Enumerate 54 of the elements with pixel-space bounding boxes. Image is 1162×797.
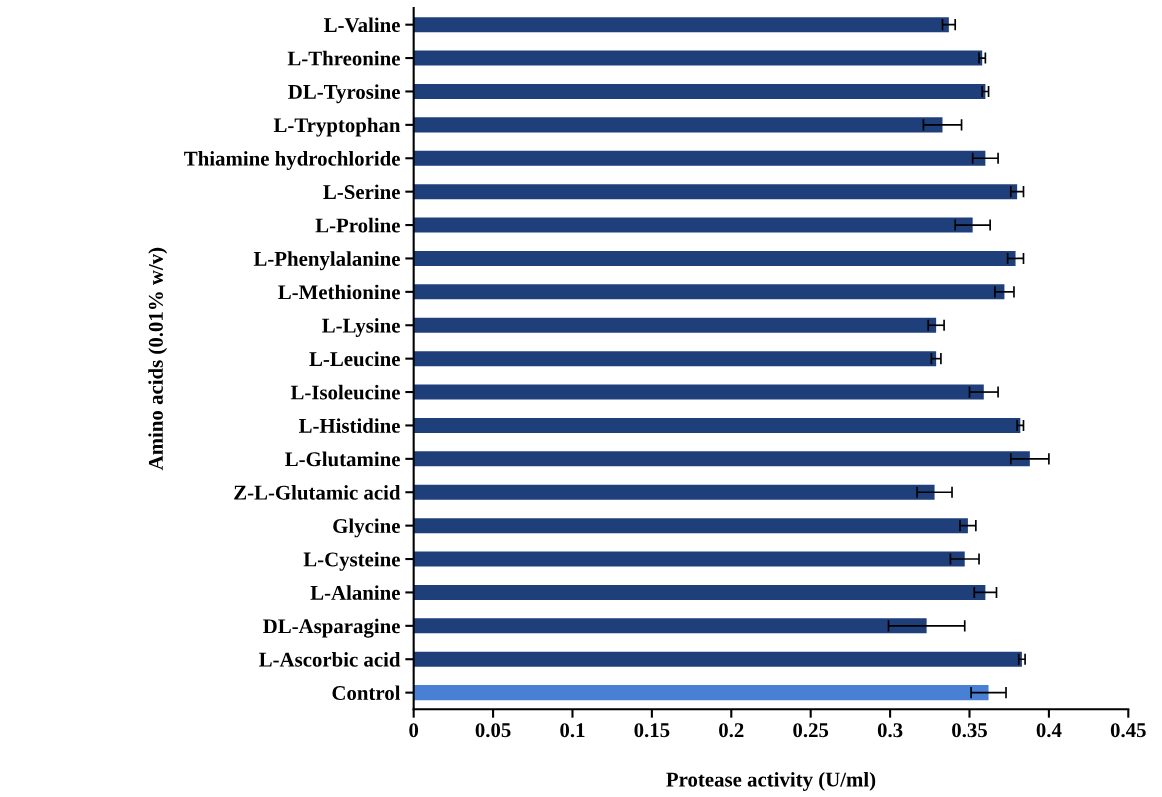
bar bbox=[413, 83, 986, 99]
y-tick-label: DL-Tyrosine bbox=[288, 84, 400, 104]
x-tick-label: 0.1 bbox=[560, 723, 585, 738]
x-tick-label: 0.3 bbox=[877, 723, 903, 738]
x-tick-label: 0.35 bbox=[952, 723, 987, 738]
bar bbox=[413, 451, 1030, 467]
y-tick-label: L-Valine bbox=[324, 17, 400, 33]
y-tick-label: Z-L-Glutamic acid bbox=[234, 485, 401, 500]
bar bbox=[413, 184, 1018, 200]
bar bbox=[413, 317, 937, 333]
bar bbox=[413, 551, 965, 567]
x-tick-label: 0 bbox=[409, 723, 419, 738]
y-tick-label: L-Proline bbox=[315, 217, 400, 233]
bar bbox=[413, 518, 968, 534]
y-tick-label: L-Methionine bbox=[278, 284, 400, 300]
y-tick-label: L-Glutamine bbox=[285, 451, 400, 467]
y-tick-label: Thiamine hydrochloride bbox=[184, 151, 400, 170]
y-tick-label: L-Histidine bbox=[298, 418, 400, 433]
bar bbox=[413, 417, 1021, 433]
bar bbox=[413, 117, 943, 133]
y-tick-label: L-Ascorbic acid bbox=[259, 652, 401, 667]
x-tick-label: 0.15 bbox=[634, 723, 670, 738]
bar bbox=[413, 685, 989, 701]
bar bbox=[413, 384, 984, 400]
y-tick-label: L-Threonine bbox=[287, 50, 400, 66]
x-tick-label: 0.45 bbox=[1110, 723, 1146, 738]
x-tick-label: 0.05 bbox=[475, 723, 511, 738]
bar bbox=[413, 50, 983, 66]
y-tick-label: DL-Asparagine bbox=[263, 618, 400, 638]
bar bbox=[413, 584, 986, 600]
y-tick-label: L-Tryptophan bbox=[273, 117, 401, 137]
x-tick-label: 0.25 bbox=[793, 723, 829, 738]
y-tick-label: L-Lysine bbox=[322, 318, 400, 337]
bar bbox=[413, 484, 935, 500]
y-axis-title: Amino acids (0.01% w/v) bbox=[148, 247, 168, 471]
bar bbox=[413, 150, 986, 166]
y-tick-label: Glycine bbox=[333, 518, 400, 538]
bar bbox=[413, 17, 949, 33]
y-tick-label: L-Cysteine bbox=[303, 551, 400, 571]
bar bbox=[413, 651, 1022, 667]
bar bbox=[413, 217, 973, 233]
x-axis-title: Protease activity (U/ml) bbox=[666, 771, 876, 791]
bar bbox=[413, 618, 927, 634]
x-tick-label: 0.4 bbox=[1036, 723, 1062, 738]
bar bbox=[413, 284, 1005, 300]
bar bbox=[413, 351, 937, 367]
bar bbox=[413, 250, 1016, 266]
y-tick-label: L-Serine bbox=[323, 184, 400, 200]
y-tick-label: L-Leucine bbox=[309, 351, 400, 367]
x-tick-label: 0.2 bbox=[719, 723, 744, 738]
y-tick-label: L-Phenylalanine bbox=[253, 251, 400, 271]
y-tick-label: L-Alanine bbox=[310, 585, 400, 600]
y-tick-label: L-Isoleucine bbox=[290, 384, 400, 400]
y-tick-label: Control bbox=[332, 685, 401, 701]
